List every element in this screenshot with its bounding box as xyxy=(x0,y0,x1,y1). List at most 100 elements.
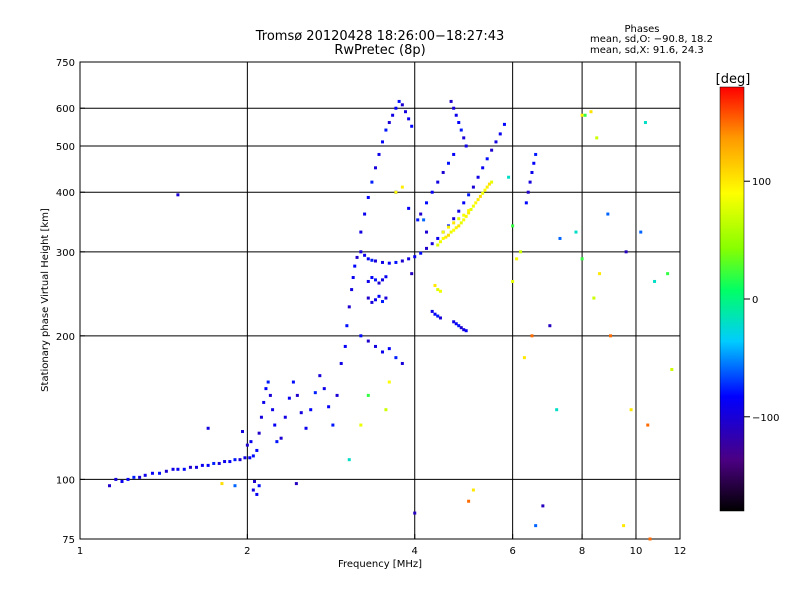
data-points xyxy=(108,99,674,541)
y-axis-ticks: 75 100 200 300 400 500 600 750 xyxy=(56,58,85,546)
data-point xyxy=(519,250,523,254)
data-point xyxy=(471,185,475,189)
data-point xyxy=(143,473,147,477)
data-point xyxy=(452,106,456,110)
y-tick-label: 500 xyxy=(56,142,75,153)
y-axis-label: Stationary phase Virtual Height [km] xyxy=(40,208,51,392)
data-point xyxy=(380,260,384,264)
data-point xyxy=(243,456,247,460)
data-point xyxy=(394,260,398,264)
data-point xyxy=(238,458,242,462)
data-point xyxy=(487,182,491,186)
x-tick-label: 4 xyxy=(412,546,418,557)
data-point xyxy=(257,484,261,488)
data-point xyxy=(462,328,466,332)
data-point xyxy=(413,511,417,515)
data-point xyxy=(391,113,395,117)
data-point xyxy=(176,193,180,197)
data-point xyxy=(457,217,461,221)
data-point xyxy=(150,471,154,475)
data-point xyxy=(670,367,674,371)
data-point xyxy=(377,281,381,285)
data-point xyxy=(430,190,434,194)
data-point xyxy=(228,460,232,464)
data-point xyxy=(436,236,440,240)
data-point xyxy=(515,257,519,261)
data-point xyxy=(459,326,463,330)
data-point xyxy=(511,279,515,283)
x-tick-label: 2 xyxy=(244,546,250,557)
data-point xyxy=(526,190,530,194)
data-point xyxy=(444,235,448,239)
data-point xyxy=(574,230,578,234)
data-point xyxy=(511,224,515,228)
y-tick-label: 750 xyxy=(56,58,75,69)
x-tick-label: 10 xyxy=(630,546,643,557)
x-tick-label: 1 xyxy=(77,546,83,557)
data-point xyxy=(294,482,298,486)
data-point xyxy=(454,113,458,117)
data-point xyxy=(108,484,112,488)
data-point xyxy=(318,374,322,378)
data-point xyxy=(474,201,478,205)
data-point xyxy=(394,106,398,110)
data-point xyxy=(262,400,266,404)
data-point xyxy=(595,136,599,140)
colorbar-label: [deg] xyxy=(716,72,751,87)
data-point xyxy=(419,251,423,255)
data-point xyxy=(643,121,647,125)
data-point xyxy=(430,309,434,313)
data-point xyxy=(304,426,308,430)
data-point xyxy=(373,298,377,302)
data-point xyxy=(467,211,471,215)
data-point xyxy=(541,504,545,508)
data-point xyxy=(373,259,377,263)
data-point xyxy=(528,180,532,184)
data-point xyxy=(188,465,192,469)
data-point xyxy=(404,110,408,114)
data-point xyxy=(441,170,445,174)
data-point xyxy=(471,204,475,208)
data-point xyxy=(366,339,370,343)
data-point xyxy=(366,296,370,300)
data-point xyxy=(359,250,363,254)
x-axis-label: Frequency [MHz] xyxy=(338,559,422,570)
data-point xyxy=(452,228,456,232)
data-point xyxy=(370,276,374,280)
phases-title: Phases xyxy=(624,24,659,35)
data-point xyxy=(126,477,130,481)
data-point xyxy=(407,257,411,261)
data-point xyxy=(347,305,351,309)
data-point xyxy=(299,411,303,415)
data-point xyxy=(355,255,359,259)
data-point xyxy=(598,272,602,276)
data-point xyxy=(592,296,596,300)
data-point xyxy=(279,436,283,440)
data-point xyxy=(264,387,268,391)
data-point xyxy=(400,259,404,263)
data-point xyxy=(507,175,511,179)
data-point xyxy=(478,194,482,198)
data-point xyxy=(446,233,450,237)
data-point xyxy=(268,393,272,397)
data-point xyxy=(462,136,466,140)
data-point xyxy=(646,423,650,427)
data-point xyxy=(206,426,210,430)
data-point xyxy=(583,113,587,117)
data-point xyxy=(223,460,227,464)
data-point xyxy=(251,488,255,492)
data-point xyxy=(359,230,363,234)
data-point xyxy=(350,288,354,292)
data-point xyxy=(380,350,384,354)
data-point xyxy=(454,322,458,326)
data-point xyxy=(313,391,317,395)
data-point xyxy=(380,278,384,282)
x-tick-label: 12 xyxy=(674,546,687,557)
data-point xyxy=(266,380,270,384)
data-point xyxy=(457,121,461,125)
data-point xyxy=(287,396,291,400)
data-point xyxy=(498,132,502,136)
data-point xyxy=(407,206,411,210)
chart-subtitle: RwPretec (8p) xyxy=(334,43,425,58)
data-point xyxy=(476,198,480,202)
